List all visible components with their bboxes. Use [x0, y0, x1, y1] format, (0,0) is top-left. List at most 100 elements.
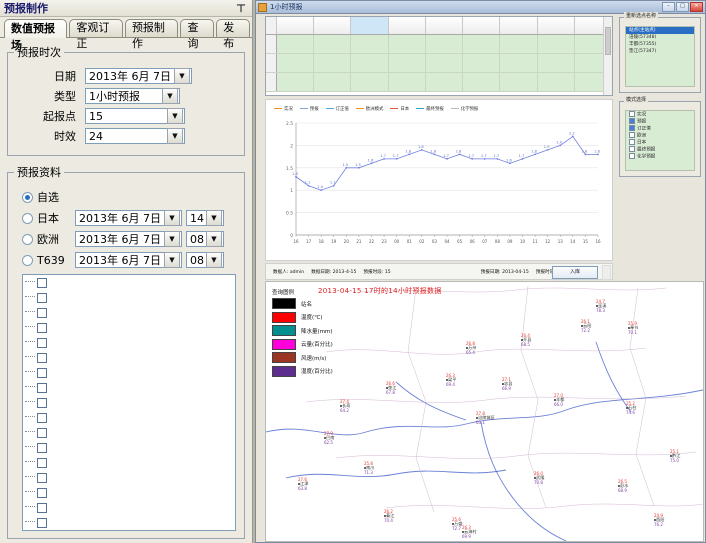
grid-cell[interactable] — [276, 53, 315, 73]
chevron-down-icon[interactable]: ▼ — [164, 252, 180, 268]
checkbox-icon[interactable] — [37, 457, 47, 468]
map-station[interactable]: 26.3 梁平 69.4 — [446, 373, 456, 387]
list-item[interactable] — [23, 425, 235, 440]
list-item[interactable] — [23, 500, 235, 515]
map-station[interactable]: 26.0 武隆 70.8 — [534, 471, 544, 485]
grid-column-header[interactable] — [499, 17, 538, 35]
grid-cell[interactable] — [350, 53, 389, 73]
list-item[interactable] — [23, 365, 235, 380]
checkbox-icon[interactable] — [629, 111, 635, 117]
checkbox-icon[interactable] — [629, 132, 635, 138]
map-station[interactable]: 27.8 涪陵城区 63.1 — [476, 411, 495, 425]
list-item[interactable]: 欧洲 — [626, 132, 694, 139]
chevron-down-icon[interactable]: ▼ — [167, 108, 183, 124]
grid-cell[interactable] — [574, 53, 612, 73]
list-item[interactable]: 订正值 — [626, 125, 694, 132]
checkbox-icon[interactable] — [37, 367, 47, 378]
map-station[interactable]: 24.7 巫溪 78.3 — [596, 299, 606, 313]
europe-hour-combo[interactable]: 08 ▼ — [186, 231, 224, 247]
map-station[interactable]: 26.5 彭水 68.9 — [618, 479, 628, 493]
grid-cell[interactable] — [350, 34, 389, 54]
checkbox-icon[interactable] — [37, 322, 47, 333]
chevron-down-icon[interactable]: ▼ — [162, 88, 178, 104]
minimize-button[interactable]: – — [662, 2, 675, 12]
list-item[interactable]: 化学预报 — [626, 153, 694, 160]
checkbox-icon[interactable] — [37, 472, 47, 483]
map-station[interactable]: 25.2 石柱 74.6 — [626, 401, 636, 415]
map-station[interactable]: 25.6 万盛 72.7 — [452, 517, 462, 531]
checkbox-icon[interactable] — [37, 337, 47, 348]
grid-cell[interactable] — [537, 72, 575, 92]
close-button[interactable]: ✕ — [690, 2, 703, 12]
list-item[interactable] — [23, 455, 235, 470]
list-item[interactable]: 垫江(57347) — [629, 49, 657, 54]
forecast-map[interactable]: 2013-04-15 17时的14小时预报数据 查询图例 站名 温度(℃) 降水量(… — [265, 281, 704, 542]
list-item[interactable] — [23, 350, 235, 365]
chevron-down-icon[interactable]: ▼ — [164, 231, 180, 247]
grid-column-header[interactable] — [388, 17, 426, 35]
grid-column-header[interactable] — [425, 17, 464, 35]
checkbox-icon[interactable] — [629, 125, 635, 131]
list-item[interactable]: 涪陵(57348) — [629, 35, 657, 40]
checkbox-icon[interactable] — [37, 397, 47, 408]
table-row[interactable] — [266, 72, 612, 92]
radio-custom[interactable] — [22, 191, 33, 203]
list-item[interactable]: 日本 — [626, 139, 694, 146]
tab-numeric-field[interactable]: 数值预报场 — [4, 19, 68, 52]
grid-vertical-scrollbar[interactable] — [603, 17, 612, 95]
forecast-field-list[interactable] — [22, 274, 236, 531]
t639-hour-combo[interactable]: 08 ▼ — [186, 252, 224, 268]
grid-cell[interactable] — [276, 72, 315, 92]
map-station[interactable]: 27.9 巴南 62.5 — [324, 431, 334, 445]
europe-date-combo[interactable]: 2013年 6月 7日 ▼ — [75, 231, 182, 247]
list-item[interactable]: 丰都(57355) — [629, 42, 657, 47]
grid-cell[interactable] — [499, 53, 538, 73]
grid-column-header[interactable] — [462, 17, 501, 35]
grid-cell[interactable] — [313, 53, 352, 73]
grid-column-header[interactable] — [313, 17, 352, 35]
radio-row-custom[interactable]: 自选 — [22, 189, 238, 205]
grid-cell[interactable] — [425, 53, 464, 73]
checkbox-icon[interactable] — [629, 118, 635, 124]
grid-cell[interactable] — [462, 72, 501, 92]
list-item[interactable] — [23, 275, 235, 290]
map-station[interactable]: 25.1 黔江 75.0 — [670, 449, 680, 463]
grid-cell[interactable] — [388, 72, 426, 92]
checkbox-icon[interactable] — [629, 146, 635, 152]
grid-cell[interactable] — [388, 53, 426, 73]
tab-query[interactable]: 查询 — [180, 19, 215, 50]
grid-cell[interactable] — [499, 34, 538, 54]
checkbox-icon[interactable] — [37, 442, 47, 453]
grid-column-header[interactable] — [350, 17, 389, 35]
list-item[interactable]: 预报 — [626, 118, 694, 125]
map-station[interactable]: 24.9 酉阳 76.2 — [654, 513, 664, 527]
checkbox-icon[interactable] — [37, 502, 47, 513]
grid-cell[interactable] — [462, 53, 501, 73]
grid-cell[interactable] — [388, 34, 426, 54]
grid-cell[interactable] — [462, 34, 501, 54]
grid-cell[interactable] — [350, 72, 389, 92]
list-item[interactable] — [23, 530, 235, 531]
grid-cell[interactable] — [499, 72, 538, 92]
grid-cell[interactable] — [537, 34, 575, 54]
radio-europe[interactable] — [22, 233, 33, 245]
list-item[interactable] — [23, 320, 235, 335]
radio-row-japan[interactable]: 日本 2013年 6月 7日 ▼ 14 ▼ — [22, 210, 238, 226]
radio-t639[interactable] — [22, 254, 33, 266]
pin-icon[interactable]: ⊤ — [235, 1, 246, 15]
chevron-down-icon[interactable]: ▼ — [206, 252, 222, 268]
map-station[interactable]: 27.4 长寿 64.2 — [340, 399, 350, 413]
save-to-database-button[interactable]: 入库 — [552, 266, 598, 279]
element-list[interactable]: 实况 预报 订正值 欧洲 日本 最终预报 化学预报 — [625, 110, 695, 171]
chevron-down-icon[interactable]: ▼ — [206, 231, 222, 247]
map-station[interactable]: 25.9 奉节 70.1 — [628, 321, 638, 335]
maximize-button[interactable]: □ — [676, 2, 689, 12]
date-combo[interactable]: 2013年 6月 7日 ▼ — [85, 68, 192, 84]
grid-cell[interactable] — [537, 53, 575, 73]
scrollbar-thumb[interactable] — [605, 27, 611, 55]
start-point-combo[interactable]: 15 ▼ — [85, 108, 185, 124]
checkbox-icon[interactable] — [629, 153, 635, 159]
checkbox-icon[interactable] — [37, 487, 47, 498]
radio-japan[interactable] — [22, 212, 33, 224]
grid-column-header[interactable] — [574, 17, 612, 35]
